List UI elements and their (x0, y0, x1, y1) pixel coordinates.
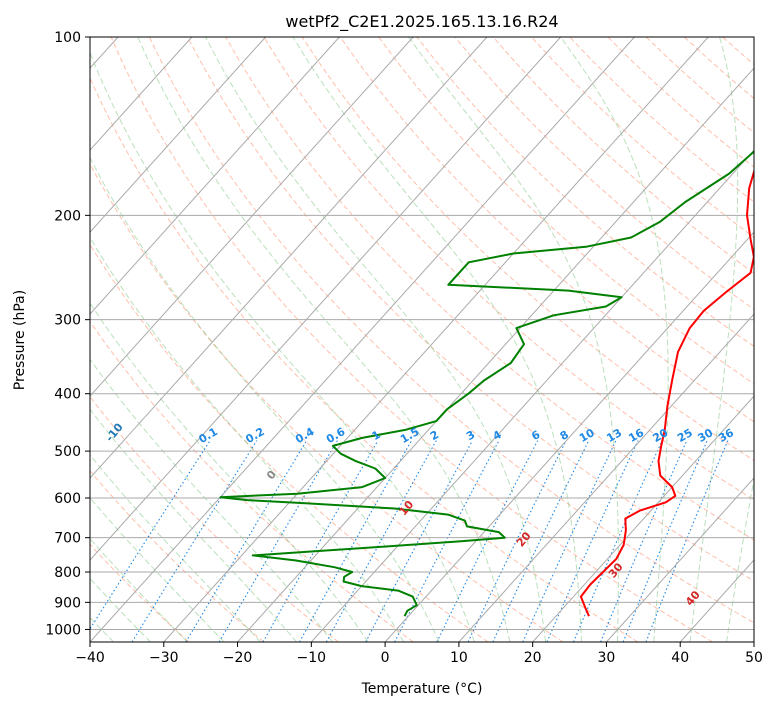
y-tick-label: 900 (54, 595, 81, 611)
mixing-ratio-line (600, 440, 688, 642)
mixing-ratio-line (467, 440, 567, 642)
mixing-ratio-line (131, 440, 258, 642)
x-tick-label: 40 (671, 650, 689, 666)
mixing-ratio-line (262, 440, 379, 642)
mixing-ratio-line (185, 440, 308, 642)
moist-adiabat (560, 37, 669, 642)
isotherm-line (90, 37, 193, 151)
mixing-ratio-line (218, 440, 338, 642)
x-axis-label: Temperature (°C) (361, 681, 483, 697)
y-tick-label: 700 (54, 531, 81, 547)
isotherm-line (384, 231, 754, 642)
moist-adiabat (90, 538, 188, 642)
y-tick-label: 400 (54, 387, 81, 403)
temperature-profile (579, 168, 754, 617)
dewpoint-profile (219, 150, 754, 617)
isotherm-line (237, 67, 754, 642)
mixing-ratio-line (325, 440, 437, 642)
moist-adiabat (408, 37, 619, 642)
y-tick-label: 200 (54, 208, 81, 224)
plot-frame (89, 36, 755, 643)
x-tick-label: −40 (75, 650, 105, 666)
isotherm-line (90, 37, 266, 233)
moist-adiabat (689, 37, 739, 642)
dry-adiabat (263, 37, 754, 501)
dry-adiabat (90, 76, 639, 642)
isotherm-line (90, 37, 488, 479)
x-tick-label: −10 (297, 650, 327, 666)
dry-adiabat (90, 470, 265, 642)
moist-adiabat (137, 37, 511, 642)
dry-adiabat (187, 37, 754, 582)
y-tick-label: 300 (54, 313, 81, 329)
isotherm-line (310, 149, 754, 642)
x-tick-label: −30 (149, 650, 179, 666)
moist-adiabat (205, 37, 547, 642)
isotherm-line (458, 313, 754, 642)
mixing-ratio-line (299, 440, 413, 642)
isotherm-line (90, 37, 635, 642)
mixing-ratio-line (572, 440, 663, 642)
isotherm-line (163, 37, 709, 642)
dry-adiabat (90, 243, 489, 642)
moist-adiabat (90, 51, 475, 642)
moist-adiabat (90, 408, 297, 642)
dry-adiabat (339, 37, 754, 423)
moist-adiabat (90, 302, 369, 642)
isotherm-line (90, 37, 562, 561)
x-tick-label: 10 (450, 650, 468, 666)
mixing-ratio-line (90, 440, 211, 630)
y-axis-label: Pressure (hPa) (12, 290, 28, 390)
x-tick-label: 20 (524, 650, 542, 666)
chart-title: wetPf2_C2E1.2025.165.13.16.R24 (285, 12, 558, 32)
y-tick-label: 1000 (45, 622, 81, 638)
mixing-ratio-line (522, 440, 617, 642)
y-tick-label: 600 (54, 491, 81, 507)
isotherm-line (90, 37, 414, 397)
dry-adiabat (378, 37, 754, 385)
y-tick-label: 100 (54, 30, 81, 46)
moist-adiabat (726, 476, 754, 642)
moist-adiabat (90, 454, 261, 642)
x-tick-label: 0 (381, 650, 390, 666)
x-tick-label: 30 (598, 650, 616, 666)
moist-adiabat (90, 577, 151, 642)
isotherm-line (606, 477, 754, 642)
profile-lines (219, 150, 754, 617)
moist-adiabat (90, 236, 405, 642)
moist-adiabat (292, 37, 582, 642)
mixing-ratio-line (436, 440, 539, 642)
mixing-ratio-line (546, 440, 639, 642)
dry-adiabat (148, 37, 754, 624)
axis-ticks: −40 −30 −20 −10 0 10 20 30 40 50 100 200 300 400 500 60… (45, 30, 763, 666)
moist-adiabat (90, 358, 333, 642)
x-tick-label: 50 (745, 650, 763, 666)
moist-adiabat (90, 497, 225, 642)
isotherm-line (90, 37, 340, 315)
y-tick-label: 500 (54, 444, 81, 460)
x-tick-label: −20 (223, 650, 253, 666)
moist-adiabat (90, 156, 440, 642)
dry-adiabat (454, 37, 754, 310)
y-tick-label: 800 (54, 565, 81, 581)
